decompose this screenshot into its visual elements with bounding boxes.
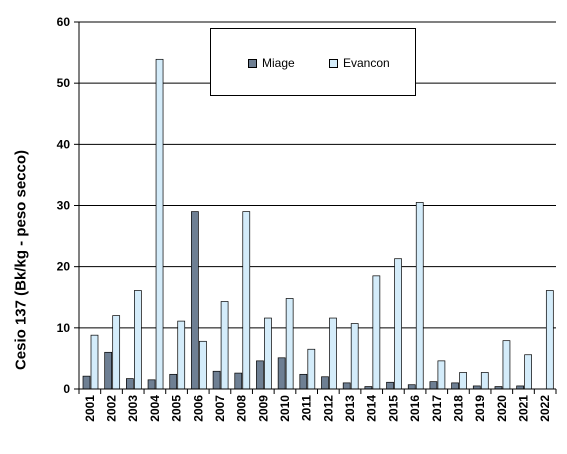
bar-miage-2018	[451, 382, 459, 390]
x-tick-label-2015: 2015	[386, 395, 400, 422]
bar-evancon-2022	[545, 290, 554, 390]
bar-evancon-2019	[480, 372, 489, 390]
bar-evancon-2012	[329, 317, 337, 390]
x-tick-label-2008: 2008	[235, 395, 249, 422]
x-tick-label-2004: 2004	[148, 395, 162, 422]
bar-miage-2006	[191, 211, 199, 390]
x-tick-label-2020: 2020	[495, 395, 509, 422]
bar-miage-2008	[234, 372, 243, 390]
y-tick-labels: 0 10 20 30 40 50 60	[57, 15, 71, 396]
x-tick-label-2014: 2014	[365, 395, 379, 422]
bar-evancon-2008	[242, 211, 251, 390]
x-tick-label-2001: 2001	[83, 395, 97, 422]
bar-miage-2007	[212, 370, 221, 390]
x-tick-label-2018: 2018	[451, 395, 465, 422]
legend: Miage Evancon	[210, 28, 416, 96]
legend-label-evancon: Evancon	[343, 56, 390, 70]
bar-evancon-2004	[155, 58, 164, 390]
bar-miage-2012	[321, 376, 329, 390]
x-tick-label-2010: 2010	[278, 395, 292, 422]
bar-evancon-2013	[350, 323, 359, 390]
bar-miage-2003	[126, 378, 134, 390]
bar-evancon-2002	[112, 315, 121, 390]
bar-evancon-2021	[524, 354, 532, 390]
x-tick-label-2017: 2017	[430, 395, 444, 422]
bar-miage-2002	[104, 351, 113, 390]
legend-item-evancon: Evancon	[329, 56, 390, 70]
bar-evancon-2020	[502, 340, 511, 390]
bar-miage-2001	[82, 375, 91, 390]
y-axis-title: Cesio 137 (Bk/kg - peso secco)	[12, 149, 30, 371]
x-tick-label-2012: 2012	[321, 395, 335, 422]
bar-miage-2009	[256, 360, 264, 390]
x-tick-label-2016: 2016	[408, 395, 422, 422]
bar-miage-2015	[386, 381, 394, 390]
bar-miage-2011	[299, 373, 308, 390]
x-tick-label-2007: 2007	[213, 395, 227, 422]
x-tick-label-2009: 2009	[256, 395, 270, 422]
y-tick-label-20: 20	[57, 260, 71, 274]
y-tick-label-60: 60	[57, 15, 71, 29]
bar-evancon-2014	[372, 275, 381, 390]
x-tick-label-2013: 2013	[343, 395, 357, 422]
bars	[82, 58, 554, 390]
bar-evancon-2016	[415, 202, 424, 390]
bar-miage-2004	[147, 379, 156, 390]
x-tick-label-2003: 2003	[126, 395, 140, 422]
bar-evancon-2001	[90, 334, 99, 390]
x-tick-labels: 2001 2002 2003 2004 2005 2006 2007 2008 2009 2010…	[83, 395, 552, 422]
bar-evancon-2010	[285, 298, 294, 390]
x-tick-label-2019: 2019	[473, 395, 487, 422]
y-tick-label-40: 40	[57, 137, 71, 151]
bar-evancon-2018	[459, 372, 467, 390]
y-tick-label-0: 0	[63, 382, 70, 396]
bar-evancon-2011	[307, 348, 316, 390]
x-tick-label-2002: 2002	[105, 395, 119, 422]
x-tick-label-2021: 2021	[516, 395, 530, 422]
bar-evancon-2005	[177, 320, 186, 390]
y-tick-label-30: 30	[57, 199, 71, 213]
bar-evancon-2009	[264, 317, 272, 390]
legend-swatch-miage	[248, 58, 257, 68]
bar-miage-2010	[277, 357, 286, 390]
bar-evancon-2006	[199, 340, 207, 390]
x-tick-label-2006: 2006	[191, 395, 205, 422]
bar-miage-2013	[342, 382, 351, 390]
y-axis-title-wrap: Cesio 137 (Bk/kg - peso secco)	[4, 0, 38, 454]
bar-miage-2005	[169, 373, 178, 390]
bar-miage-2016	[407, 384, 416, 390]
legend-item-miage: Miage	[248, 56, 295, 70]
legend-label-miage: Miage	[262, 56, 295, 70]
x-tick-label-2005: 2005	[170, 395, 184, 422]
bar-evancon-2015	[394, 258, 402, 390]
x-tick-label-2022: 2022	[538, 395, 552, 422]
bar-evancon-2003	[134, 290, 142, 390]
legend-swatch-evancon	[329, 58, 338, 68]
axes	[78, 22, 557, 394]
y-tick-label-50: 50	[57, 76, 71, 90]
bar-evancon-2007	[220, 301, 229, 390]
bar-evancon-2017	[437, 360, 446, 390]
y-tick-label-10: 10	[57, 321, 71, 335]
x-tick-label-2011: 2011	[300, 395, 314, 421]
bar-miage-2017	[429, 381, 438, 390]
